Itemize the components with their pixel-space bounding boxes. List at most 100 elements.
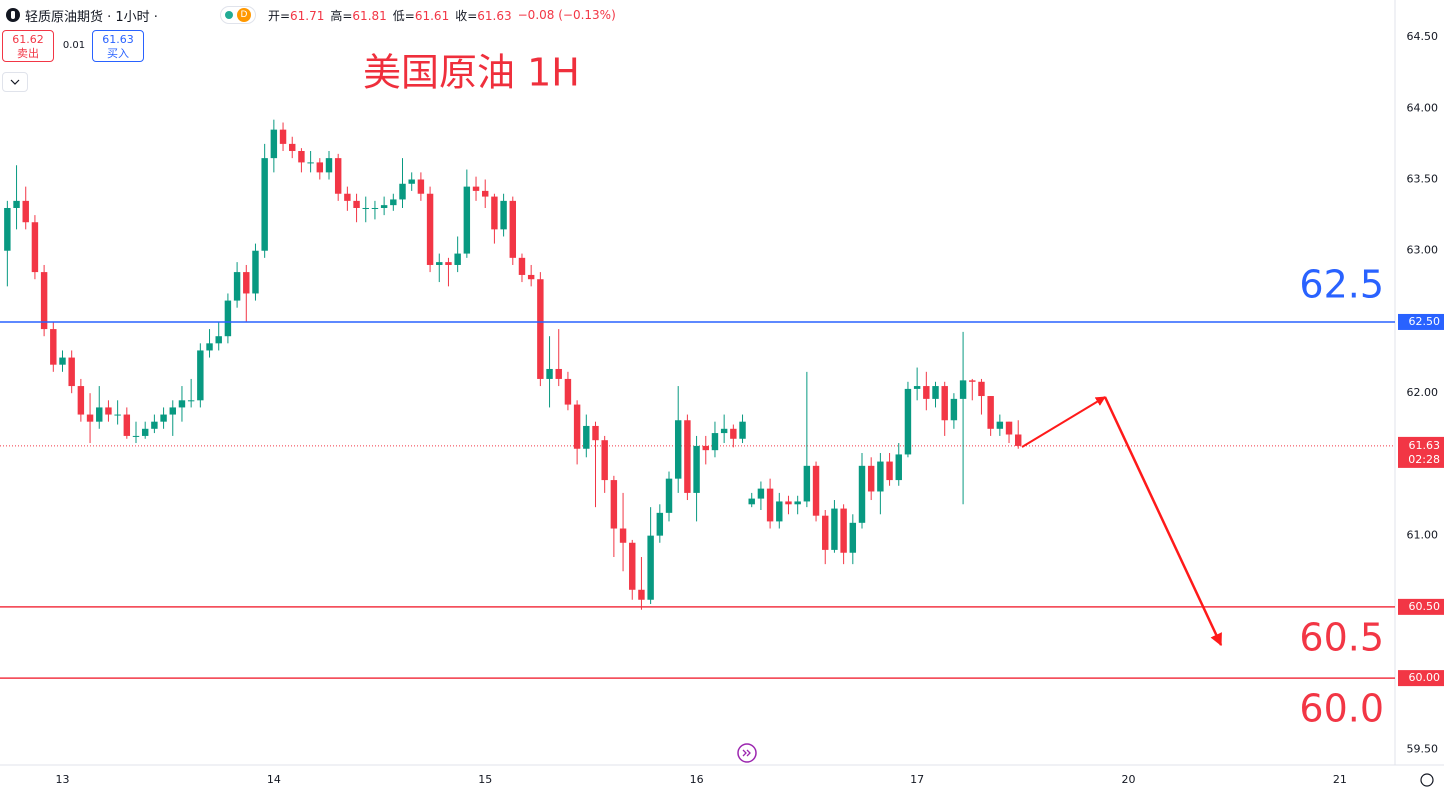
candle-body	[573, 404, 581, 449]
candle-body	[822, 515, 829, 550]
status-pill[interactable]: D	[219, 6, 256, 24]
candle-body	[123, 414, 131, 436]
ohlc-value: 61.61	[414, 8, 450, 23]
y-tick-label: 61.00	[1407, 529, 1439, 542]
settings-button[interactable]	[1420, 773, 1434, 787]
buy-button[interactable]: 61.63 买入	[92, 30, 144, 62]
ohlc-label: 高=	[330, 8, 353, 23]
candle-body	[482, 190, 489, 197]
candle-body	[31, 222, 39, 273]
x-tick-label: 14	[267, 773, 281, 786]
candle-body	[1005, 421, 1013, 435]
candle-body	[739, 421, 746, 439]
candle-body	[68, 357, 75, 387]
candle-body	[959, 380, 967, 399]
candle-body	[665, 478, 673, 513]
level-label: 60.5	[1299, 615, 1384, 659]
candle-body	[509, 200, 517, 258]
projection-arrow	[1103, 396, 1223, 647]
candle-body	[307, 162, 314, 164]
candle-body	[399, 183, 406, 200]
projection-arrow	[1021, 396, 1106, 448]
candle-body	[454, 253, 461, 265]
candle-body	[380, 205, 388, 208]
candle-body	[298, 151, 305, 163]
ohlc-high: 高=61.81	[330, 7, 386, 24]
candle-body	[996, 421, 1004, 429]
x-tick-label: 13	[55, 773, 69, 786]
toggle-icon	[10, 79, 20, 85]
level-tag-label: 62.50	[1409, 315, 1441, 328]
plot	[0, 119, 1395, 679]
candle-body	[941, 386, 948, 421]
candle-body	[895, 454, 902, 481]
ohlc-open: 开=61.71	[268, 7, 324, 24]
header: 轻质原油期货 · 1小时 · D 开=61.71 高=61.81 低=61.61…	[6, 5, 616, 25]
chart-title: 美国原油 1H	[363, 51, 580, 95]
scroll-button[interactable]	[737, 743, 757, 763]
candle-body	[270, 129, 278, 159]
candle-body	[141, 428, 149, 436]
candle-body	[491, 196, 498, 230]
candle-body	[812, 465, 820, 516]
toggle-button[interactable]	[2, 72, 28, 92]
candle-body	[289, 143, 296, 152]
candle-body	[1015, 434, 1022, 446]
candle-body	[224, 300, 232, 337]
ohlc-label: 收=	[455, 8, 478, 23]
y-tick-label: 64.50	[1407, 30, 1439, 43]
ohlc-close: 收=61.63	[455, 7, 511, 24]
sell-button[interactable]: 61.62 卖出	[2, 30, 54, 62]
candle-body	[546, 368, 553, 379]
candle-body	[132, 435, 140, 437]
candle-body	[500, 200, 507, 230]
candle-body	[858, 465, 866, 523]
candle-body	[840, 508, 847, 553]
candle-body	[353, 200, 360, 208]
candle-body	[371, 207, 379, 209]
candle-body	[537, 279, 544, 379]
candle-body	[776, 501, 783, 522]
candle-body	[206, 343, 213, 351]
candle-body	[252, 250, 259, 294]
candle-body	[831, 508, 838, 550]
candle-body	[445, 262, 452, 265]
candle-body	[436, 262, 443, 265]
candle-body	[877, 461, 884, 492]
candle-body	[656, 512, 664, 536]
change: −0.08 (−0.13%)	[517, 8, 616, 22]
sell-label: 卖出	[17, 47, 39, 60]
candle-body	[849, 522, 857, 553]
level-tag	[1398, 313, 1444, 330]
candle-body	[426, 193, 434, 265]
y-tick-label: 63.50	[1407, 172, 1439, 185]
candle-body	[105, 407, 112, 415]
candle-body	[169, 407, 176, 415]
candle-body	[316, 162, 324, 173]
candle-body	[279, 129, 287, 144]
candle-body	[711, 433, 719, 451]
candle-body	[969, 380, 976, 382]
candle-body	[693, 445, 700, 493]
candle-body	[950, 398, 958, 421]
candle-body	[978, 381, 985, 397]
scroll-icon	[742, 749, 751, 757]
x-tick-label: 20	[1121, 773, 1135, 786]
candle-body	[904, 388, 912, 455]
candle-body	[215, 336, 222, 344]
ohlc-label: 低=	[392, 8, 415, 23]
candle-body	[472, 186, 480, 191]
candle-body	[619, 528, 627, 543]
candle-body	[803, 465, 811, 502]
level-tag-label: 60.50	[1409, 600, 1441, 613]
candle-body	[362, 207, 369, 209]
ohlc-value: 61.71	[290, 8, 325, 23]
candle-body	[50, 329, 57, 365]
candle-body	[913, 386, 921, 389]
candle-body	[4, 207, 11, 251]
candle-body	[96, 407, 103, 422]
buy-price: 61.63	[102, 33, 134, 46]
candle-body	[40, 272, 48, 330]
